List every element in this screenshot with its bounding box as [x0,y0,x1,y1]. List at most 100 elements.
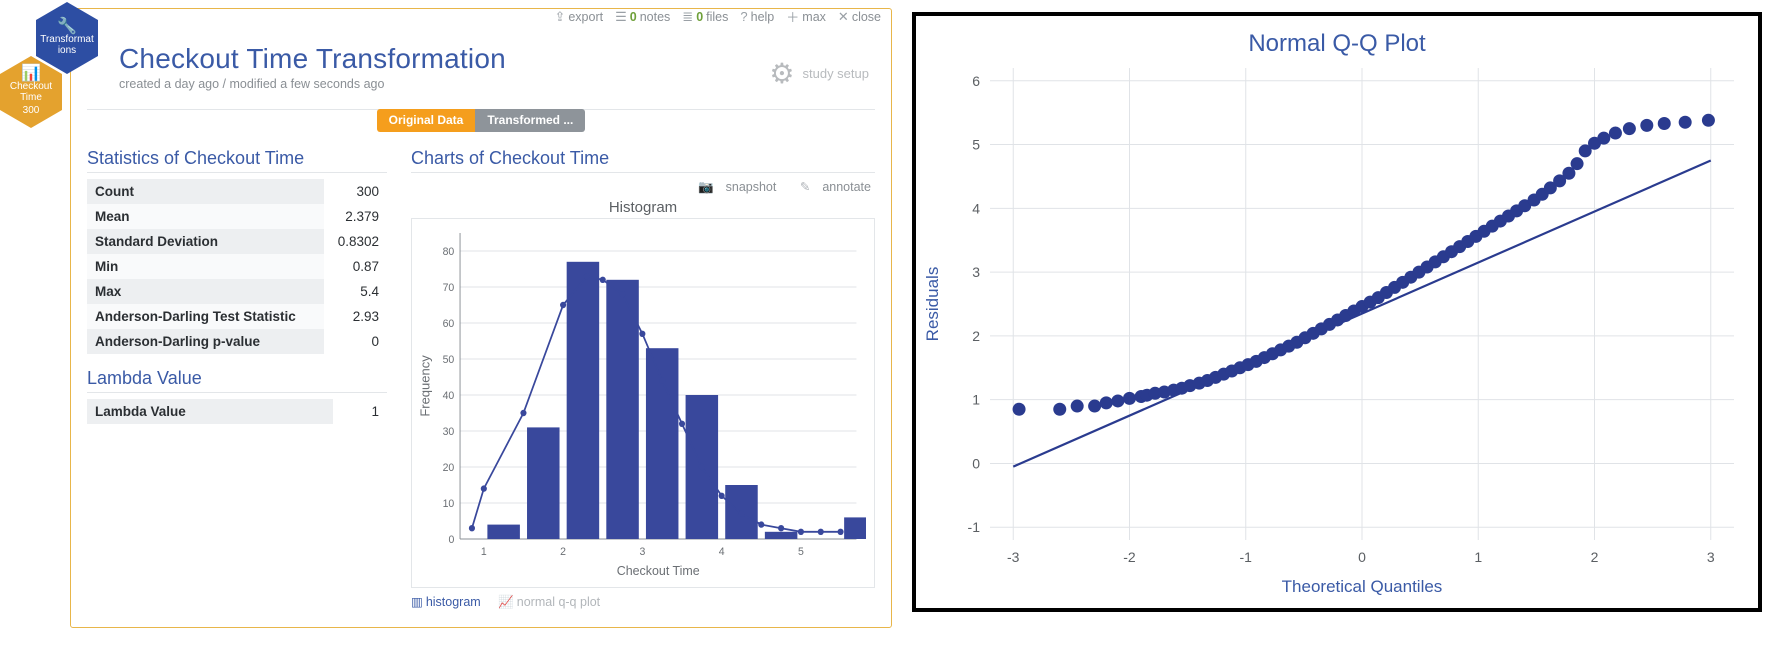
line-chart-icon: 📈 [498,595,514,609]
stat-value: 2.379 [324,204,387,229]
page-meta: created a day ago / modified a few secon… [119,77,875,91]
qqplot-panel: Normal Q-Q Plot -1 0 1 2 3 4 5 6 -3 -2 -1 0 1 2 3 Theor… [912,12,1762,612]
svg-text:Residuals: Residuals [923,267,942,342]
close-icon: ✕ [838,9,849,25]
page-title: Checkout Time Transformation [119,43,875,75]
svg-text:4: 4 [719,546,725,558]
table-row: Standard Deviation0.8302 [87,229,387,254]
table-row: Mean2.379 [87,204,387,229]
lambda-table: Lambda Value1 [87,399,387,424]
svg-text:30: 30 [443,426,455,438]
svg-text:5: 5 [972,137,980,153]
stat-value: 0.8302 [324,229,387,254]
svg-text:10: 10 [443,498,455,510]
stat-value: 0.87 [324,254,387,279]
export-button[interactable]: ⇪export [554,9,603,25]
camera-icon: 📷 [698,180,714,194]
stat-label: Anderson-Darling Test Statistic [87,304,324,329]
stat-label: Standard Deviation [87,229,324,254]
svg-text:0: 0 [448,534,454,546]
help-icon: ? [740,9,747,24]
svg-text:2: 2 [972,328,980,344]
stat-label: Mean [87,204,324,229]
table-row: Max5.4 [87,279,387,304]
svg-text:3: 3 [639,546,645,558]
svg-text:1: 1 [1474,549,1482,565]
svg-text:-3: -3 [1007,549,1020,565]
transformation-panel: 🔧 Transformations 📊 CheckoutTime 300 ⇪ex… [0,0,900,647]
stats-heading: Statistics of Checkout Time [87,148,387,173]
stats-column: Statistics of Checkout Time Count300Mean… [87,140,387,610]
tab-original-data[interactable]: Original Data [377,109,476,132]
gear-icon: ⚙ [769,57,794,90]
card-actionbar: ⇪export ☰0 notes ≣0 files ?help ＋max ✕cl… [554,8,881,26]
stat-value: 0 [324,329,387,354]
stat-label: Min [87,254,324,279]
lambda-heading: Lambda Value [87,368,387,393]
svg-text:40: 40 [443,390,455,402]
svg-text:-1: -1 [1240,549,1253,565]
stat-label: Anderson-Darling p-value [87,329,324,354]
svg-text:2: 2 [560,546,566,558]
svg-text:4: 4 [972,200,980,216]
svg-text:20: 20 [443,462,455,474]
stats-table: Count300Mean2.379Standard Deviation0.830… [87,179,387,354]
table-row: Lambda Value1 [87,399,387,424]
svg-text:0: 0 [972,455,980,471]
snapshot-button[interactable]: 📷snapshot [688,180,776,194]
badge-transformations-label: Transformations [40,34,94,56]
table-row: Count300 [87,179,387,204]
svg-text:3: 3 [1707,549,1715,565]
table-row: Anderson-Darling Test Statistic2.93 [87,304,387,329]
stat-value: 1 [333,399,387,424]
list-icon: ☰ [615,9,627,25]
table-row: Min0.87 [87,254,387,279]
data-tabs: Original DataTransformed ... [87,109,875,132]
export-icon: ⇪ [554,9,565,25]
svg-text:0: 0 [1358,549,1366,565]
qqplot-title: Normal Q-Q Plot [916,30,1758,58]
svg-text:70: 70 [443,282,455,294]
badge-variable[interactable]: 📊 CheckoutTime 300 [0,56,62,128]
stat-value: 300 [324,179,387,204]
badge-variable-count: 300 [23,105,40,116]
svg-text:Theoretical Quantiles: Theoretical Quantiles [1282,577,1443,596]
plus-icon: ＋ [786,8,799,26]
files-button[interactable]: ≣0 files [682,9,728,25]
svg-text:-2: -2 [1123,549,1136,565]
help-button[interactable]: ?help [740,9,774,24]
svg-text:2: 2 [1591,549,1599,565]
svg-text:6: 6 [972,73,980,89]
charts-column: Charts of Checkout Time 📷snapshot ✎annot… [411,140,875,610]
wrench-icon: 🔧 [57,21,77,32]
charts-heading: Charts of Checkout Time [411,148,875,173]
svg-text:Checkout Time: Checkout Time [617,563,700,578]
svg-text:-1: -1 [968,519,981,535]
svg-text:60: 60 [443,318,455,330]
annotate-button[interactable]: ✎annotate [790,180,871,194]
stat-label: Max [87,279,324,304]
stat-label: Count [87,179,324,204]
pencil-icon: ✎ [800,180,810,194]
histogram-title: Histogram [411,199,875,216]
histogram-chart: 0102030405060708012345Checkout TimeFrequ… [411,218,875,588]
notes-button[interactable]: ☰0 notes [615,9,670,25]
badge-variable-label: CheckoutTime [10,81,52,103]
close-button[interactable]: ✕close [838,9,881,25]
svg-text:50: 50 [443,354,455,366]
svg-text:Frequency: Frequency [418,355,433,417]
stat-value: 5.4 [324,279,387,304]
max-button[interactable]: ＋max [786,8,826,26]
svg-text:80: 80 [443,246,455,258]
svg-text:3: 3 [972,264,980,280]
svg-text:5: 5 [798,546,804,558]
svg-text:1: 1 [972,392,980,408]
chart-type-links: ▥histogram 📈normal q-q plot [411,594,875,610]
card: ⇪export ☰0 notes ≣0 files ?help ＋max ✕cl… [70,8,892,628]
tab-transformed[interactable]: Transformed ... [475,109,585,132]
chart-tools: 📷snapshot ✎annotate [411,179,871,195]
link-histogram[interactable]: ▥histogram [411,595,481,609]
link-qqplot[interactable]: 📈normal q-q plot [498,595,600,609]
bar-chart-icon: ▥ [411,595,423,609]
study-setup-button[interactable]: ⚙ study setup [769,57,869,90]
